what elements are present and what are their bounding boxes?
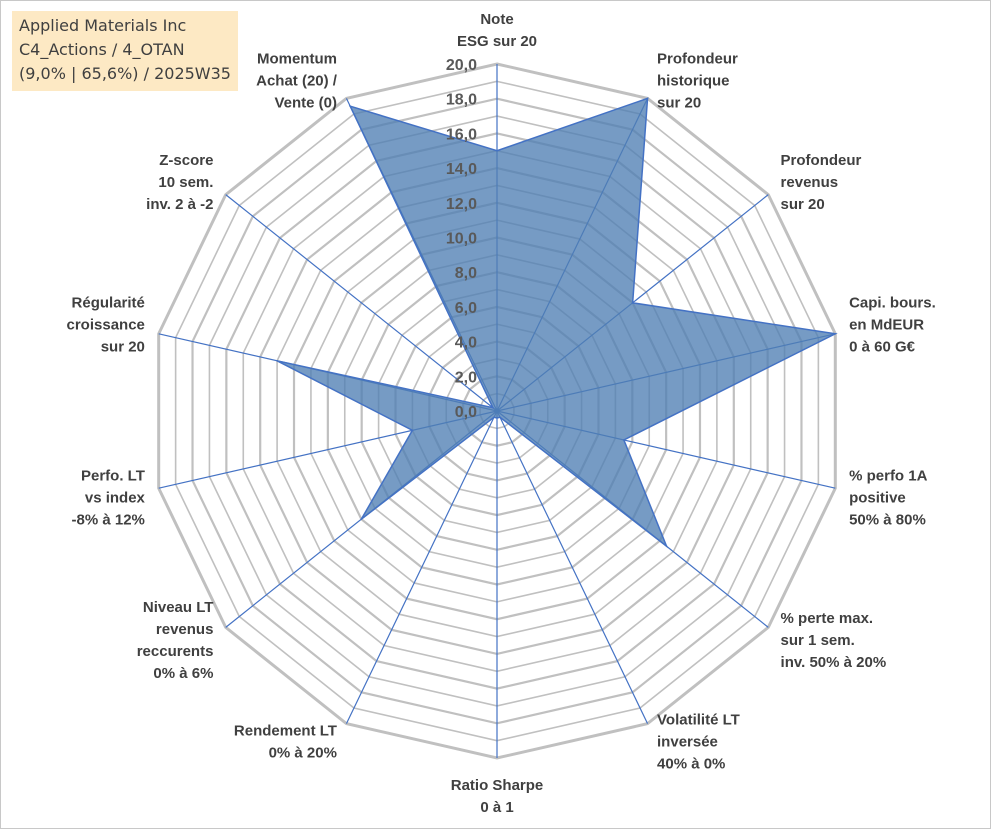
axis-label: % perfo 1A positive 50% à 80% — [849, 468, 928, 529]
chart-info-box: Applied Materials Inc C4_Actions / 4_OTA… — [12, 11, 238, 91]
axis-label: % perte max. sur 1 sem. inv. 50% à 20% — [781, 610, 887, 671]
axis-label: Niveau LT revenus reccurents 0% à 6% — [137, 599, 214, 682]
axis-label: Momentum Achat (20) / Vente (0) — [256, 50, 338, 111]
tick-label: 20,0 — [446, 57, 477, 74]
axis-label: Profondeur revenus sur 20 — [781, 152, 862, 213]
series-point — [631, 302, 634, 304]
tick-label: 10,0 — [446, 231, 477, 248]
axis-label: Perfo. LT vs index -8% à 12% — [72, 468, 146, 529]
portfolio-label: C4_Actions / 4_OTAN — [19, 40, 185, 59]
score-week-label: (9,0% | 65,6%) / 2025W35 — [19, 64, 231, 83]
axis-label: Capi. bours. en MdEUR 0 à 60 G€ — [849, 294, 936, 355]
tick-label: 4,0 — [455, 335, 477, 352]
tick-label: 16,0 — [446, 126, 477, 143]
series-point — [496, 149, 498, 152]
series-point — [492, 406, 494, 409]
axis-label: Z-score 10 sem. inv. 2 à -2 — [146, 152, 213, 213]
series-point — [665, 545, 668, 548]
axis-spoke — [345, 410, 498, 724]
tick-label: 2,0 — [455, 369, 477, 386]
radar-axis-labels: Note ESG sur 20 Profondeur historique sur 20… — [67, 11, 936, 816]
tick-label: 14,0 — [446, 161, 477, 178]
tick-label: 12,0 — [446, 196, 477, 213]
axis-label: Profondeur historique sur 20 — [657, 50, 738, 111]
series-point — [834, 332, 837, 335]
series-point — [499, 416, 501, 419]
axis-label: Rendement LT 0% à 20% — [234, 723, 337, 762]
radar-series — [276, 97, 838, 549]
tick-label: 6,0 — [455, 300, 477, 317]
series-point — [411, 429, 414, 432]
axis-label: Ratio Sharpe 0 à 1 — [451, 777, 544, 816]
series-point — [623, 439, 625, 441]
tick-label: 18,0 — [446, 92, 477, 109]
axis-spoke — [225, 194, 498, 412]
company-name: Applied Materials Inc — [19, 16, 187, 35]
series-point — [349, 105, 352, 107]
series-point — [360, 518, 363, 520]
tick-label: 0,0 — [455, 404, 477, 421]
series-point — [646, 97, 649, 100]
radar-tick-labels: 0,0 2,0 4,0 6,0 8,0 10,0 12,0 14,0 16,0 18,0 20,0 — [446, 57, 477, 421]
axis-spoke — [496, 410, 649, 724]
tick-label: 8,0 — [455, 265, 477, 282]
series-point — [493, 416, 495, 419]
series-point — [276, 360, 278, 362]
axis-label: Note ESG sur 20 — [457, 11, 537, 50]
series-point — [496, 417, 498, 419]
axis-label: Volatilité LT inversée 40% à 0% — [657, 712, 740, 773]
axis-label: Régularité croissance sur 20 — [67, 294, 145, 355]
